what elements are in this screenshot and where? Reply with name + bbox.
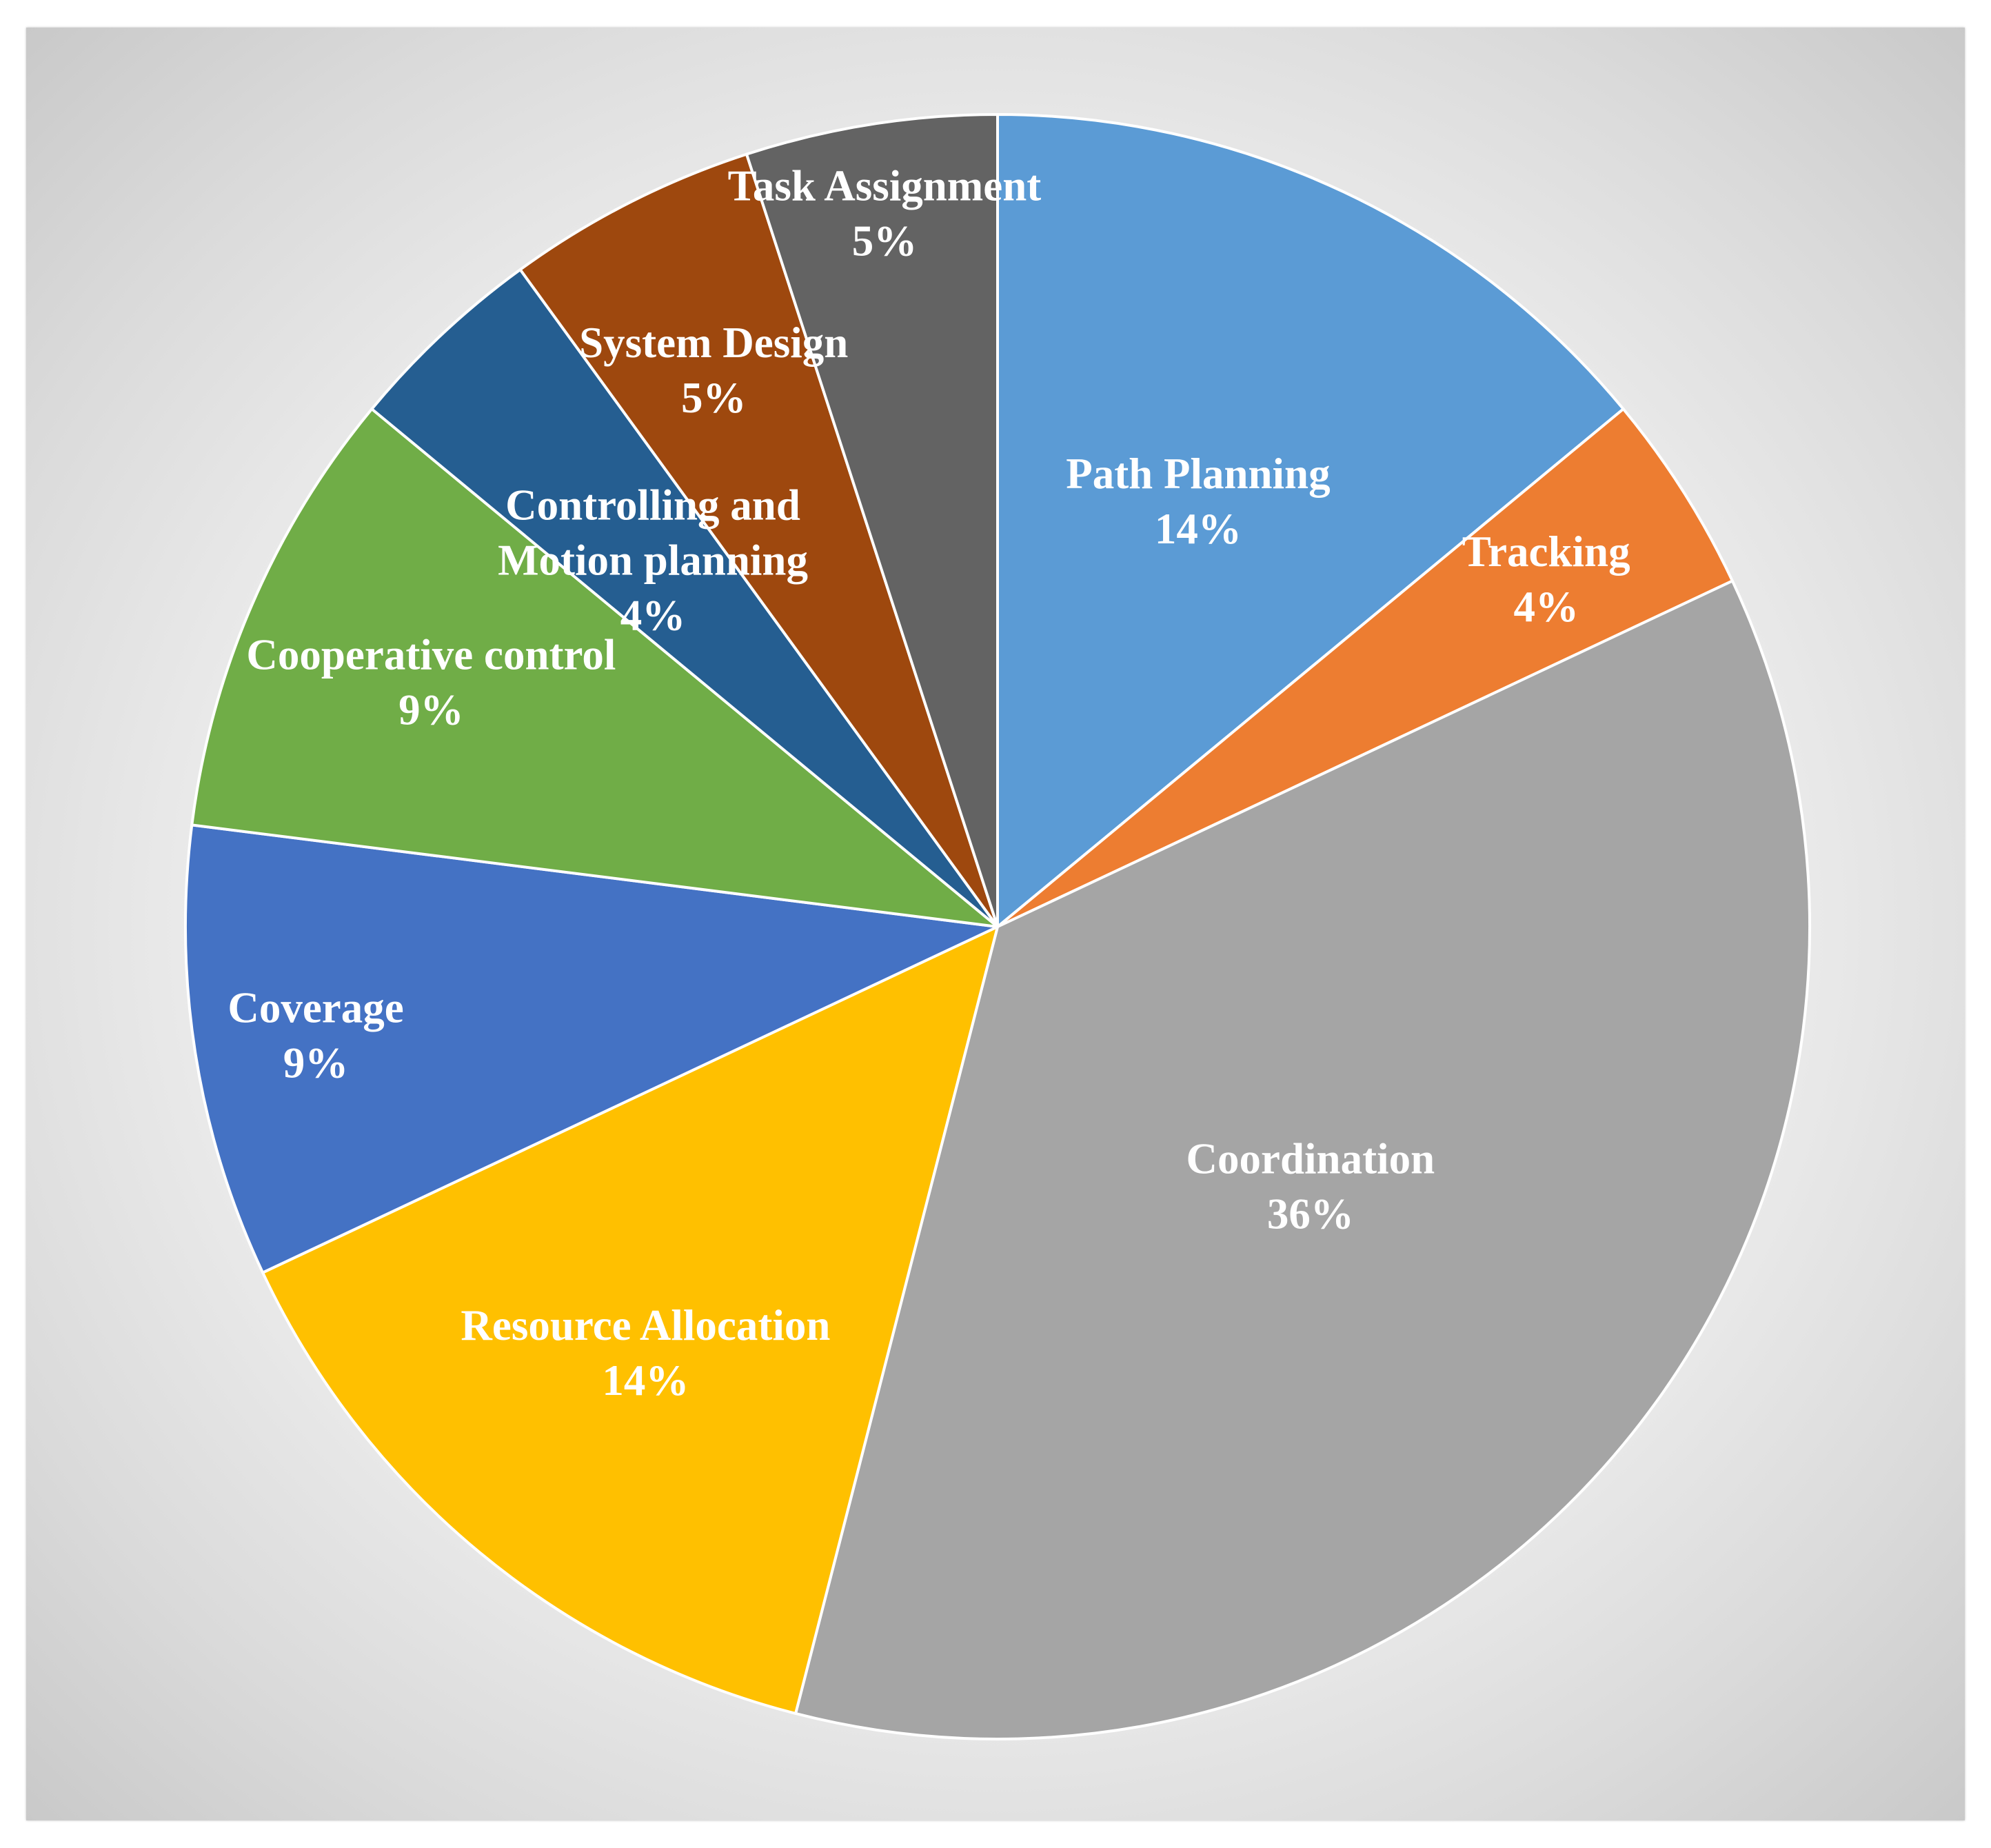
- pie-slice: [261, 925, 999, 1715]
- slice-data-label: Resource Allocation 14%: [461, 1301, 830, 1405]
- pie-slice: [996, 113, 1625, 928]
- slice-category-label: Path Planning: [1066, 450, 1330, 498]
- slice-percent-label: 4%: [1513, 583, 1579, 631]
- slice-category-label: Resource Allocation: [461, 1301, 830, 1349]
- slice-data-label: Coordination 36%: [1186, 1134, 1435, 1238]
- slice-percent-label: 14%: [602, 1356, 689, 1405]
- slice-data-label: Coverage 9%: [228, 984, 403, 1087]
- slice-data-label: Path Planning 14%: [1066, 450, 1330, 553]
- pie-data-labels: Path Planning 14% Tracking 4% Coordination 36…: [228, 161, 1630, 1405]
- slice-percent-label: 9%: [283, 1039, 349, 1087]
- slice-data-label: Task Assignment 5%: [728, 161, 1042, 265]
- slice-percent-label: 5%: [852, 217, 918, 265]
- pie-slice: [996, 408, 1734, 928]
- slice-data-label: System Design 5%: [579, 319, 848, 422]
- slice-data-label: Controlling and Motion planning 4%: [498, 481, 808, 640]
- pie-slice: [745, 113, 999, 928]
- slice-percent-label: 4%: [620, 592, 686, 640]
- pie-slice: [184, 823, 999, 1274]
- slice-percent-label: 14%: [1155, 505, 1242, 553]
- pie-slice: [518, 152, 999, 928]
- slice-category-label: Controlling and: [505, 481, 800, 530]
- slice-category-label: Coverage: [228, 984, 403, 1032]
- slice-category-label: System Design: [579, 319, 848, 367]
- slice-category-label: Tracking: [1462, 528, 1630, 576]
- slice-data-label: Cooperative control 9%: [246, 630, 616, 734]
- slice-data-label: Tracking 4%: [1462, 528, 1630, 631]
- slice-percent-label: 5%: [681, 374, 747, 422]
- slice-category-label: Motion planning: [498, 536, 808, 585]
- pie-slice: [190, 408, 999, 928]
- slice-percent-label: 36%: [1267, 1189, 1354, 1238]
- slice-category-label: Coordination: [1186, 1134, 1435, 1183]
- slice-category-label: Cooperative control: [246, 630, 616, 679]
- slice-category-label: Task Assignment: [728, 161, 1042, 210]
- slice-percent-label: 9%: [398, 685, 464, 734]
- pie-slices: [184, 113, 1811, 1740]
- pie-slice: [794, 579, 1811, 1740]
- pie-slice: [370, 268, 999, 928]
